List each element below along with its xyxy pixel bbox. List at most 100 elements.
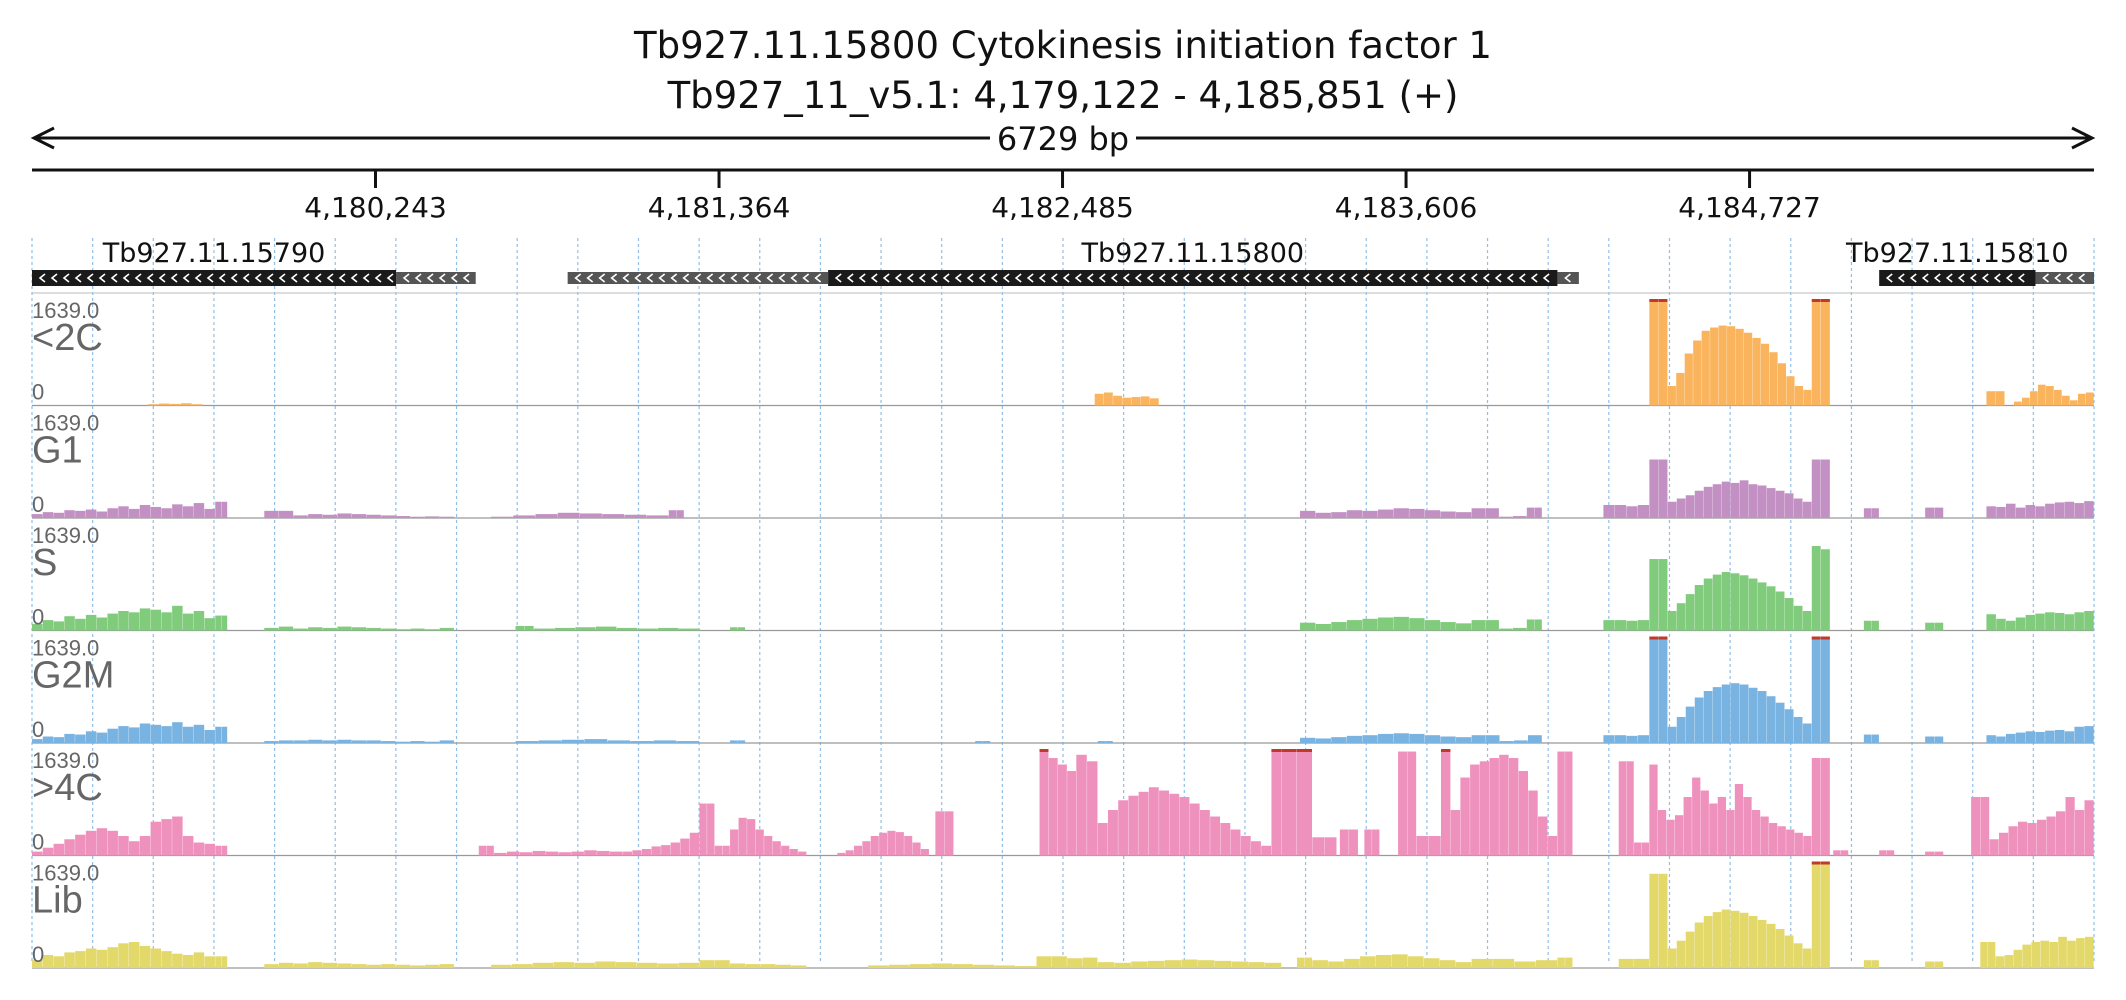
- coverage-bar: [1626, 761, 1634, 856]
- coverage-bar: [2030, 391, 2038, 406]
- coverage-bar: [747, 819, 756, 856]
- coverage-bar: [2046, 816, 2056, 856]
- coverage-bar: [2084, 800, 2094, 856]
- strand-chevron: [1290, 273, 1298, 283]
- coverage-bar: [1618, 958, 1634, 968]
- coverage-bar: [118, 943, 129, 968]
- strand-chevron: [1230, 273, 1238, 283]
- coverage-bar: [1676, 603, 1686, 631]
- coverage-bar: [1703, 486, 1713, 518]
- coverage-bar: [366, 627, 381, 631]
- coverage-bar: [1757, 582, 1767, 631]
- coverage-bar: [1676, 373, 1685, 406]
- coverage-bar: [182, 955, 194, 968]
- strand-chevron: [1146, 273, 1154, 283]
- coverage-bar: [1934, 622, 1944, 631]
- coverage-bar: [1346, 620, 1363, 631]
- coverage-bar: [85, 614, 97, 631]
- coverage-bar: [1097, 962, 1115, 968]
- clip-marker: [1811, 861, 1821, 865]
- coverage-bar: [557, 512, 580, 518]
- coverage-bar: [1230, 829, 1241, 856]
- coverage-bar: [1986, 614, 1996, 631]
- coverage-bar: [1328, 961, 1344, 968]
- coverage-bar: [2078, 393, 2086, 406]
- coverage-bar: [1934, 736, 1944, 743]
- coverage-bar: [337, 513, 352, 518]
- strand-chevron: [278, 273, 286, 283]
- strand-chevron: [1885, 273, 1893, 283]
- coverage-bar: [994, 965, 1016, 968]
- coverage-bar: [2064, 731, 2075, 743]
- track-name: G2M: [32, 655, 114, 697]
- coverage-bar: [776, 964, 792, 968]
- coverage-bar: [532, 850, 546, 856]
- coverage-bar: [1440, 736, 1456, 743]
- coverage-bar: [1721, 481, 1731, 518]
- track-min-label: 0: [32, 380, 44, 405]
- coverage-bar: [1739, 912, 1749, 968]
- strand-chevron: [1278, 273, 1286, 283]
- strand-chevron: [1062, 273, 1070, 283]
- coverage-bar: [107, 613, 118, 631]
- coverage-bar: [1879, 850, 1887, 856]
- coverage-bar: [1667, 501, 1677, 518]
- coverage-bar: [1730, 573, 1740, 631]
- coverage-bar: [854, 845, 863, 856]
- coverage-bar: [75, 734, 86, 743]
- coverage-bar: [264, 627, 279, 631]
- strand-chevron: [1362, 273, 1370, 283]
- coverage-bar: [1802, 723, 1812, 743]
- clip-marker: [1820, 636, 1830, 640]
- coverage-bar: [2022, 944, 2032, 968]
- coverage-bar: [351, 740, 367, 743]
- coverage-bar: [1811, 861, 1821, 968]
- coverage-bar: [1863, 620, 1872, 631]
- coverage-bar: [1424, 620, 1441, 631]
- coverage-bar: [1105, 741, 1113, 743]
- coverage-bar: [1331, 512, 1347, 518]
- coverage-bar: [1748, 484, 1758, 518]
- coverage-bar: [2005, 733, 2016, 743]
- coverage-bar: [1113, 395, 1122, 406]
- coverage-bar: [1114, 962, 1131, 968]
- strand-chevron: [718, 273, 726, 283]
- coverage-bar: [1416, 836, 1429, 856]
- coverage-bar: [1863, 508, 1872, 518]
- coverage-bar: [1735, 328, 1744, 406]
- coverage-bar: [182, 506, 194, 518]
- strand-chevron: [930, 273, 938, 283]
- coverage-bar: [1360, 956, 1376, 968]
- coverage-bar: [129, 612, 140, 631]
- coverage-bar: [1471, 620, 1486, 631]
- strand-chevron: [350, 273, 358, 283]
- coverage-bar: [1802, 501, 1812, 518]
- coverage-bar: [1726, 810, 1735, 856]
- coverage-bar: [2004, 955, 2014, 968]
- coverage-bar: [1512, 516, 1527, 518]
- strand-chevron: [730, 273, 738, 283]
- coverage-bar: [1794, 386, 1804, 406]
- coverage-bar: [1793, 717, 1803, 743]
- coverage-bar: [1649, 636, 1659, 743]
- coverage-bar: [1423, 958, 1440, 968]
- coverage-bar: [2084, 501, 2094, 518]
- span-length-label: 6729 bp: [997, 120, 1129, 158]
- coverage-bar: [85, 948, 97, 968]
- coverage-bar: [1424, 510, 1441, 518]
- coverage-bar: [1769, 823, 1778, 856]
- coverage-bar: [221, 845, 228, 856]
- strand-chevron: [1110, 273, 1118, 283]
- coverage-bar: [1603, 505, 1615, 518]
- coverage-bar: [53, 956, 65, 968]
- coverage-bar: [1811, 758, 1821, 856]
- coverage-bar: [845, 850, 854, 856]
- coverage-bar: [322, 627, 338, 631]
- coverage-bar: [1871, 508, 1879, 518]
- coverage-bar: [513, 515, 536, 518]
- coverage-bar: [2085, 936, 2094, 968]
- coverage-bar: [2025, 505, 2036, 518]
- coverage-bar: [1557, 957, 1565, 968]
- coverage-bar: [278, 510, 294, 518]
- coverage-bar: [553, 962, 575, 968]
